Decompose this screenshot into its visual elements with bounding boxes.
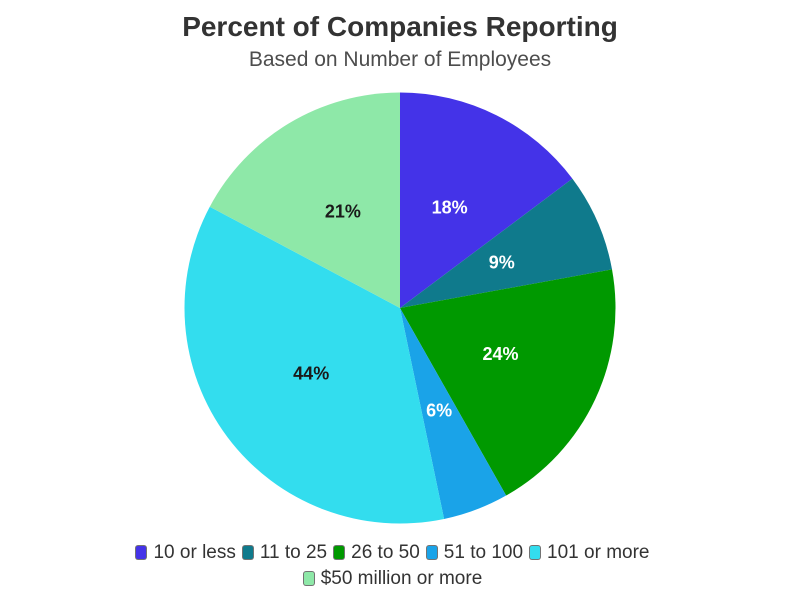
svg-text:9%: 9% [489,252,515,272]
svg-text:18%: 18% [432,197,468,217]
svg-text:6%: 6% [426,401,452,421]
svg-text:24%: 24% [482,344,518,364]
svg-text:44%: 44% [293,363,329,383]
svg-text:21%: 21% [325,202,361,222]
